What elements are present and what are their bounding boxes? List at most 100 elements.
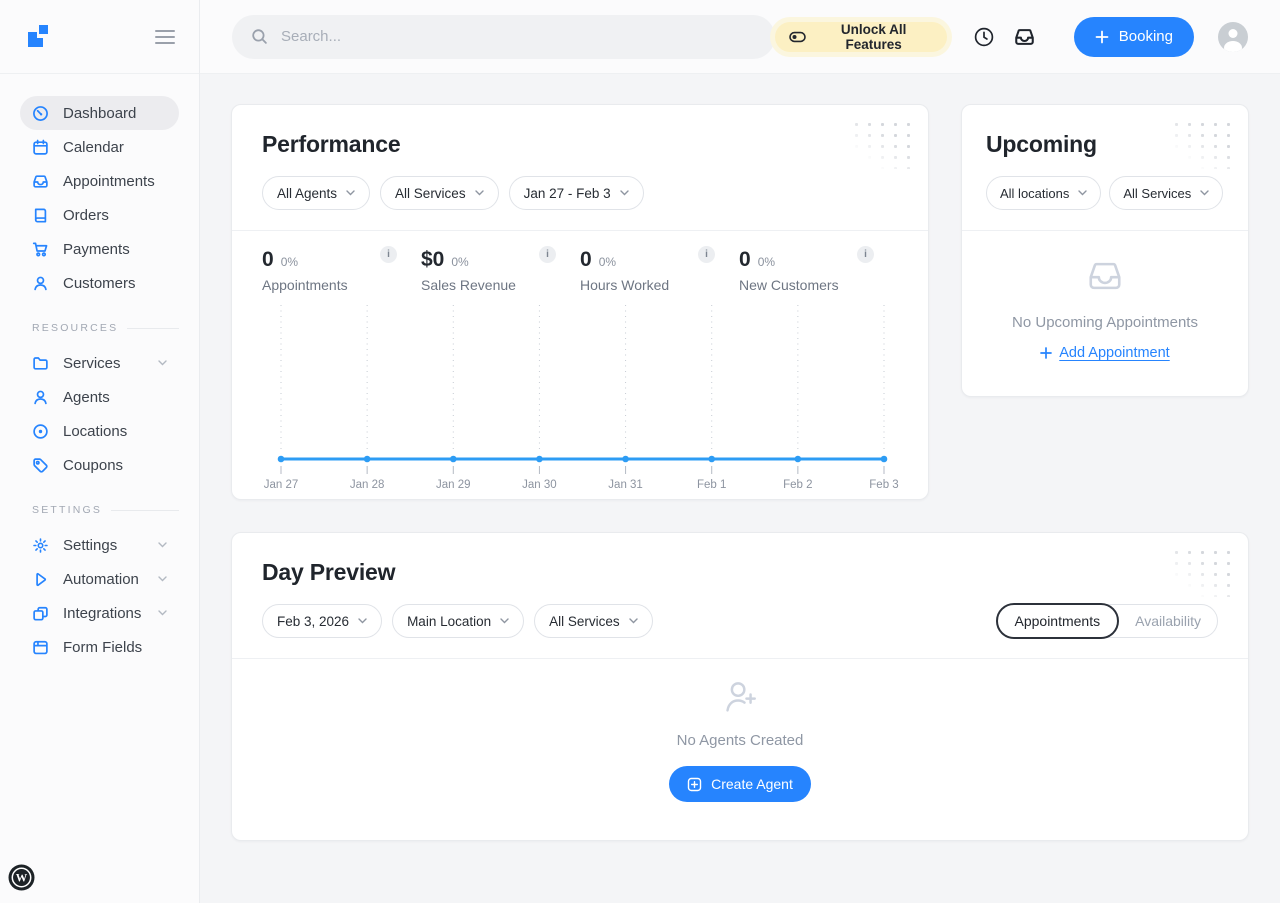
main-content: Performance All Agents All Services Jan … bbox=[200, 74, 1280, 903]
sidebar-item-label: Agents bbox=[63, 388, 110, 406]
chevron-down-icon bbox=[619, 190, 629, 196]
sidebar-item-label: Form Fields bbox=[63, 638, 143, 656]
no-upcoming-text: No Upcoming Appointments bbox=[1012, 314, 1198, 331]
info-icon[interactable]: i bbox=[698, 246, 715, 263]
stat-hours-worked: 0 0% Hours Worked i bbox=[580, 246, 739, 293]
stat-sales-revenue: $0 0% Sales Revenue i bbox=[421, 246, 580, 293]
location-dropdown[interactable]: Main Location bbox=[392, 604, 525, 638]
booking-button[interactable]: Booking bbox=[1073, 16, 1194, 57]
chevron-down-icon bbox=[158, 360, 167, 366]
chevron-down-icon bbox=[158, 610, 167, 616]
sidebar-item-integrations[interactable]: Integrations bbox=[20, 596, 179, 630]
agents-filter-dropdown[interactable]: All Agents bbox=[262, 176, 371, 210]
search-input[interactable] bbox=[279, 27, 756, 46]
calendar-icon bbox=[32, 139, 49, 156]
info-icon[interactable]: i bbox=[380, 246, 397, 263]
sidebar-item-dashboard[interactable]: Dashboard bbox=[20, 96, 179, 130]
performance-chart: Jan 27 Jan 28 Jan 29 Jan 30 Jan 31 Feb 1 Feb 2… bbox=[232, 297, 928, 499]
book-icon bbox=[32, 207, 49, 224]
sidebar-item-label: Integrations bbox=[63, 604, 142, 622]
sidebar-item-customers[interactable]: Customers bbox=[20, 266, 179, 300]
chevron-down-icon bbox=[346, 190, 355, 196]
chevron-down-icon bbox=[1078, 190, 1088, 196]
sidebar-item-label: Payments bbox=[63, 240, 130, 258]
topbar: Unlock All Features Booking bbox=[200, 0, 1280, 74]
sidebar-item-label: Customers bbox=[63, 274, 136, 292]
user-avatar[interactable] bbox=[1218, 21, 1248, 52]
date-range-dropdown[interactable]: Jan 27 - Feb 3 bbox=[508, 176, 644, 210]
dashboard-icon bbox=[32, 105, 49, 122]
chevron-down-icon bbox=[628, 618, 638, 624]
window-icon bbox=[32, 639, 49, 656]
sidebar-item-label: Settings bbox=[63, 536, 118, 554]
tab-availability[interactable]: Availability bbox=[1119, 613, 1217, 629]
chevron-down-icon bbox=[158, 542, 167, 548]
sidebar-item-locations[interactable]: Locations bbox=[20, 414, 179, 448]
sidebar-item-coupons[interactable]: Coupons bbox=[20, 448, 179, 482]
stat-appointments: 0 0% Appointments i bbox=[262, 246, 421, 293]
sidebar-section-settings: SETTINGS bbox=[32, 504, 179, 516]
unlock-all-features-button[interactable]: Unlock All Features bbox=[774, 21, 947, 52]
clock-icon[interactable] bbox=[973, 26, 995, 48]
performance-title: Performance bbox=[262, 131, 401, 157]
svg-text:Jan 30: Jan 30 bbox=[522, 479, 557, 491]
services-filter-dropdown[interactable]: All Services bbox=[1109, 176, 1224, 210]
plus-icon bbox=[1095, 30, 1109, 44]
person-plus-icon bbox=[721, 679, 759, 713]
wordpress-logo[interactable]: W bbox=[8, 864, 35, 896]
view-toggle: Appointments Availability bbox=[995, 603, 1218, 639]
sidebar-nav: Dashboard Calendar Appointments Orders P… bbox=[0, 74, 199, 664]
sidebar-item-form-fields[interactable]: Form Fields bbox=[20, 630, 179, 664]
tag-icon bbox=[32, 457, 49, 474]
services-filter-dropdown[interactable]: All Services bbox=[534, 604, 653, 638]
sidebar-item-label: Locations bbox=[63, 422, 128, 440]
sidebar-item-services[interactable]: Services bbox=[20, 346, 179, 380]
sidebar-item-appointments[interactable]: Appointments bbox=[20, 164, 179, 198]
sidebar-item-orders[interactable]: Orders bbox=[20, 198, 179, 232]
svg-text:Feb 1: Feb 1 bbox=[697, 479, 726, 491]
date-dropdown[interactable]: Feb 3, 2026 bbox=[262, 604, 383, 638]
sidebar-item-automation[interactable]: Automation bbox=[20, 562, 179, 596]
sidebar-item-agents[interactable]: Agents bbox=[20, 380, 179, 414]
stat-new-customers: 0 0% New Customers i bbox=[739, 246, 898, 293]
services-filter-dropdown[interactable]: All Services bbox=[380, 176, 499, 210]
latepoint-logo bbox=[28, 24, 52, 50]
hamburger-icon[interactable] bbox=[155, 22, 175, 52]
sidebar-item-calendar[interactable]: Calendar bbox=[20, 130, 179, 164]
person-icon bbox=[32, 275, 49, 292]
svg-text:Jan 29: Jan 29 bbox=[436, 479, 471, 491]
add-appointment-link[interactable]: Add Appointment bbox=[1034, 344, 1175, 362]
sidebar-item-label: Orders bbox=[63, 206, 109, 224]
info-icon[interactable]: i bbox=[539, 246, 556, 263]
no-agents-text: No Agents Created bbox=[676, 732, 804, 749]
upcoming-card: Upcoming All locations All Services N bbox=[961, 104, 1249, 397]
sidebar-item-label: Appointments bbox=[63, 172, 155, 190]
svg-text:Feb 2: Feb 2 bbox=[783, 479, 812, 491]
upcoming-title: Upcoming bbox=[986, 131, 1097, 157]
svg-text:Jan 28: Jan 28 bbox=[350, 479, 385, 491]
cart-icon bbox=[32, 241, 49, 258]
squares-icon bbox=[32, 605, 49, 622]
day-preview-title: Day Preview bbox=[262, 559, 396, 585]
chevron-down-icon bbox=[500, 618, 509, 624]
magnifier-icon bbox=[251, 28, 268, 45]
chevron-down-icon bbox=[358, 618, 367, 624]
inbox-icon[interactable] bbox=[1013, 26, 1036, 48]
sidebar-header bbox=[0, 0, 199, 74]
create-agent-button[interactable]: Create Agent bbox=[669, 766, 811, 802]
tab-appointments[interactable]: Appointments bbox=[995, 603, 1120, 639]
folder-icon bbox=[32, 355, 49, 372]
sidebar-item-settings[interactable]: Settings bbox=[20, 528, 179, 562]
svg-text:Feb 3: Feb 3 bbox=[869, 479, 898, 491]
plus-icon bbox=[1040, 347, 1053, 359]
chevron-down-icon bbox=[158, 576, 167, 582]
inbox-icon bbox=[32, 173, 49, 190]
info-icon[interactable]: i bbox=[857, 246, 874, 263]
performance-card: Performance All Agents All Services Jan … bbox=[231, 104, 929, 500]
person-icon bbox=[32, 389, 49, 406]
sidebar-item-label: Automation bbox=[63, 570, 139, 588]
locations-filter-dropdown[interactable]: All locations bbox=[986, 176, 1102, 210]
gear-icon bbox=[32, 537, 49, 554]
svg-text:Jan 31: Jan 31 bbox=[608, 479, 643, 491]
sidebar-item-payments[interactable]: Payments bbox=[20, 232, 179, 266]
